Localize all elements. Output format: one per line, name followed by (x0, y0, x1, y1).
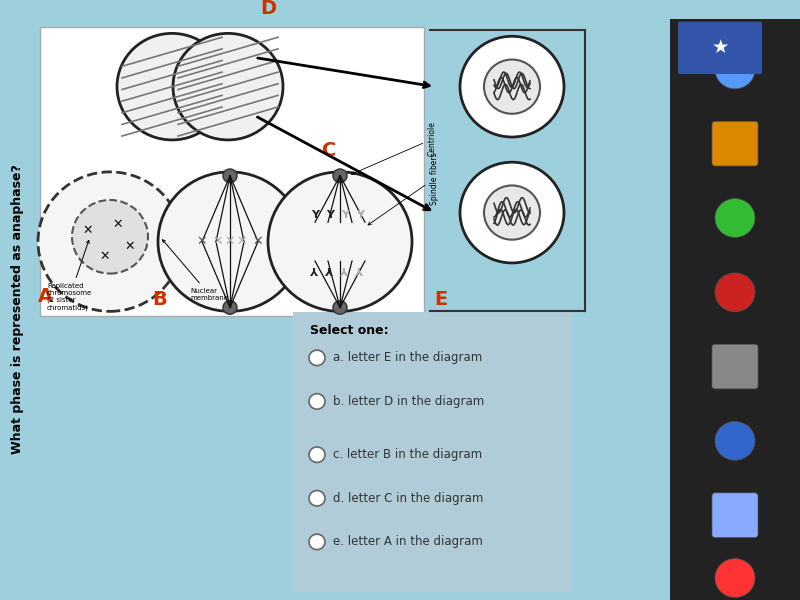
Text: Y: Y (326, 209, 334, 220)
Circle shape (333, 169, 347, 182)
Circle shape (309, 534, 325, 550)
Text: B: B (152, 290, 166, 308)
Text: D: D (260, 0, 276, 18)
Text: Y: Y (311, 209, 319, 220)
Circle shape (223, 301, 237, 314)
Circle shape (333, 301, 347, 314)
Circle shape (173, 34, 283, 140)
Text: E: E (434, 290, 447, 308)
FancyBboxPatch shape (712, 121, 758, 166)
Text: Y: Y (356, 264, 364, 274)
Circle shape (223, 169, 237, 182)
Circle shape (309, 491, 325, 506)
Circle shape (309, 394, 325, 409)
Circle shape (484, 59, 540, 114)
Circle shape (715, 199, 755, 238)
Circle shape (309, 350, 325, 365)
Text: ✕: ✕ (225, 235, 235, 248)
Text: Y: Y (341, 264, 349, 274)
Text: ✕: ✕ (237, 235, 247, 248)
Text: Spindle fibers: Spindle fibers (368, 152, 439, 225)
Circle shape (460, 162, 564, 263)
Text: ✕: ✕ (213, 235, 223, 248)
Circle shape (117, 34, 227, 140)
Text: A: A (38, 287, 53, 305)
Text: e. letter A in the diagram: e. letter A in the diagram (333, 535, 483, 548)
FancyBboxPatch shape (678, 22, 762, 74)
Text: Centriole: Centriole (351, 122, 437, 175)
Text: Y: Y (341, 209, 349, 220)
FancyBboxPatch shape (40, 26, 424, 316)
Text: ✕: ✕ (82, 224, 94, 236)
Text: Y: Y (356, 209, 364, 220)
Text: Nuclear
membrane: Nuclear membrane (162, 240, 228, 301)
Circle shape (158, 172, 302, 311)
FancyBboxPatch shape (293, 313, 572, 592)
Text: a. letter E in the diagram: a. letter E in the diagram (333, 352, 482, 364)
Text: ★: ★ (711, 38, 729, 58)
Circle shape (309, 447, 325, 463)
Circle shape (715, 559, 755, 598)
Text: d. letter C in the diagram: d. letter C in the diagram (333, 492, 483, 505)
Text: ✕: ✕ (253, 235, 263, 248)
Circle shape (715, 421, 755, 460)
FancyBboxPatch shape (712, 493, 758, 538)
FancyBboxPatch shape (38, 29, 568, 590)
Text: ✕: ✕ (100, 250, 110, 263)
Text: Replicated
chromosome
(2 sister
chromatids): Replicated chromosome (2 sister chromati… (47, 241, 92, 311)
Circle shape (72, 200, 148, 274)
Text: ✕: ✕ (125, 240, 135, 253)
Text: Select one:: Select one: (310, 324, 389, 337)
Text: Y: Y (311, 264, 319, 274)
FancyBboxPatch shape (712, 344, 758, 389)
Text: ✕: ✕ (197, 235, 207, 248)
Text: c. letter B in the diagram: c. letter B in the diagram (333, 448, 482, 461)
Circle shape (268, 172, 412, 311)
Text: b. letter D in the diagram: b. letter D in the diagram (333, 395, 484, 408)
Text: ✕: ✕ (113, 218, 123, 230)
Text: C: C (322, 142, 336, 160)
Circle shape (38, 172, 182, 311)
FancyBboxPatch shape (670, 19, 800, 600)
Circle shape (460, 36, 564, 137)
Text: Y: Y (326, 264, 334, 274)
Circle shape (484, 185, 540, 239)
Circle shape (715, 50, 755, 89)
Text: What phase is represented as anaphase?: What phase is represented as anaphase? (11, 164, 25, 454)
Circle shape (715, 273, 755, 311)
